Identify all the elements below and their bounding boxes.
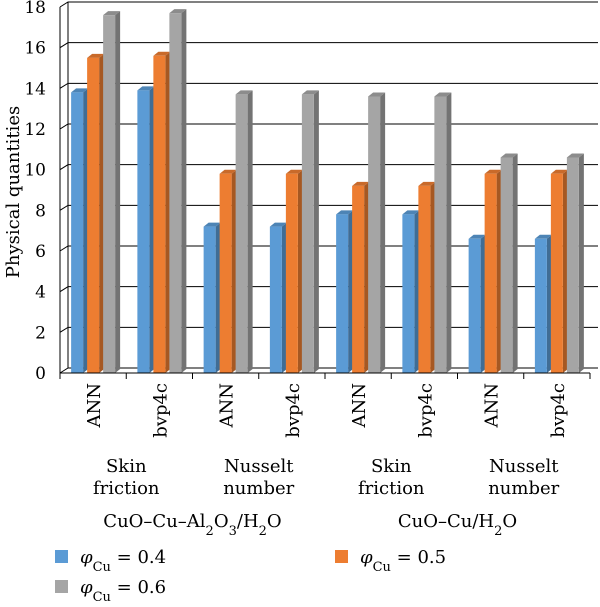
bar bbox=[235, 90, 253, 373]
bar bbox=[500, 153, 518, 373]
bar bbox=[566, 153, 584, 373]
axes bbox=[59, 2, 591, 379]
y-tick-label: 14 bbox=[24, 79, 46, 99]
bar bbox=[285, 169, 303, 373]
legend-label: φCu = 0.5 bbox=[360, 547, 446, 575]
x-group-label-line2: number bbox=[223, 478, 294, 499]
x-category-labels: ANN bvp4c ANN bvp4c ANN bvp4c ANN bvp4c bbox=[84, 383, 569, 438]
bar bbox=[71, 88, 89, 374]
x-fluid-label: CuO–Cu/H2O bbox=[398, 511, 517, 539]
y-tick-label: 0 bbox=[35, 364, 46, 384]
bar bbox=[219, 169, 237, 373]
bar bbox=[203, 222, 221, 373]
legend-item: φCu = 0.4 bbox=[55, 547, 166, 575]
x-category-label: bvp4c bbox=[283, 383, 304, 438]
bar bbox=[169, 9, 187, 373]
x-category-label: ANN bbox=[349, 383, 370, 429]
bar bbox=[368, 92, 386, 373]
x-category-label: bvp4c bbox=[415, 383, 436, 438]
x-category-label: bvp4c bbox=[548, 383, 569, 438]
bars bbox=[71, 9, 584, 374]
bar bbox=[402, 210, 420, 373]
gridline bbox=[59, 42, 598, 49]
bar bbox=[301, 90, 319, 373]
bar bbox=[418, 181, 436, 373]
gridline bbox=[59, 1, 598, 8]
bar bbox=[484, 169, 502, 373]
x-group-label-line1: Nusselt bbox=[489, 456, 559, 477]
x-group-label-line2: friction bbox=[358, 478, 425, 499]
gridline bbox=[59, 82, 598, 89]
x-category-label: ANN bbox=[84, 383, 105, 429]
x-category-label: ANN bbox=[217, 383, 238, 429]
x-fluid-label: CuO–Cu–Al2O3/H2O bbox=[103, 511, 281, 539]
x-category-label: bvp4c bbox=[150, 383, 171, 438]
legend-label: φCu = 0.6 bbox=[80, 577, 166, 605]
bar bbox=[103, 11, 121, 374]
y-tick-label: 16 bbox=[24, 39, 46, 59]
legend-label: φCu = 0.4 bbox=[80, 547, 166, 575]
y-tick-label: 18 bbox=[24, 0, 46, 18]
bar bbox=[468, 234, 486, 373]
bar bbox=[153, 51, 171, 374]
legend-swatch bbox=[55, 550, 68, 563]
x-category-label: ANN bbox=[482, 383, 503, 429]
bar bbox=[336, 210, 354, 373]
bar bbox=[434, 92, 452, 373]
bar bbox=[352, 181, 370, 373]
y-tick-label: 4 bbox=[35, 283, 46, 303]
bar bbox=[550, 169, 568, 373]
legend-item: φCu = 0.5 bbox=[335, 547, 446, 575]
y-tick-label: 2 bbox=[35, 323, 46, 343]
y-tick-label: 6 bbox=[35, 242, 46, 262]
legend: φCu = 0.4 φCu = 0.5 φCu = 0.6 bbox=[55, 547, 446, 605]
x-group-label-line2: friction bbox=[93, 478, 160, 499]
bar bbox=[137, 86, 155, 373]
bar bbox=[534, 234, 552, 373]
x-group-label-line1: Skin bbox=[106, 456, 147, 477]
y-tick-labels: 0 2 4 6 8 10 12 14 16 18 bbox=[24, 0, 46, 384]
bar bbox=[269, 222, 287, 373]
y-tick-label: 10 bbox=[24, 161, 46, 181]
legend-item: φCu = 0.6 bbox=[55, 577, 166, 605]
y-tick-label: 8 bbox=[35, 201, 46, 221]
bar bbox=[87, 53, 105, 373]
y-axis-title: Physical quantities bbox=[3, 106, 24, 278]
x-group-label-line2: number bbox=[488, 478, 559, 499]
y-tick-label: 12 bbox=[24, 120, 46, 140]
legend-swatch bbox=[335, 550, 348, 563]
legend-swatch bbox=[55, 580, 68, 593]
x-group-labels: SkinfrictionNusseltnumberSkinfrictionNus… bbox=[93, 456, 560, 499]
x-fluid-labels: CuO–Cu–Al2O3/H2O CuO–Cu/H2O bbox=[103, 511, 517, 539]
x-group-label-line1: Nusselt bbox=[224, 456, 294, 477]
x-group-label-line1: Skin bbox=[371, 456, 412, 477]
